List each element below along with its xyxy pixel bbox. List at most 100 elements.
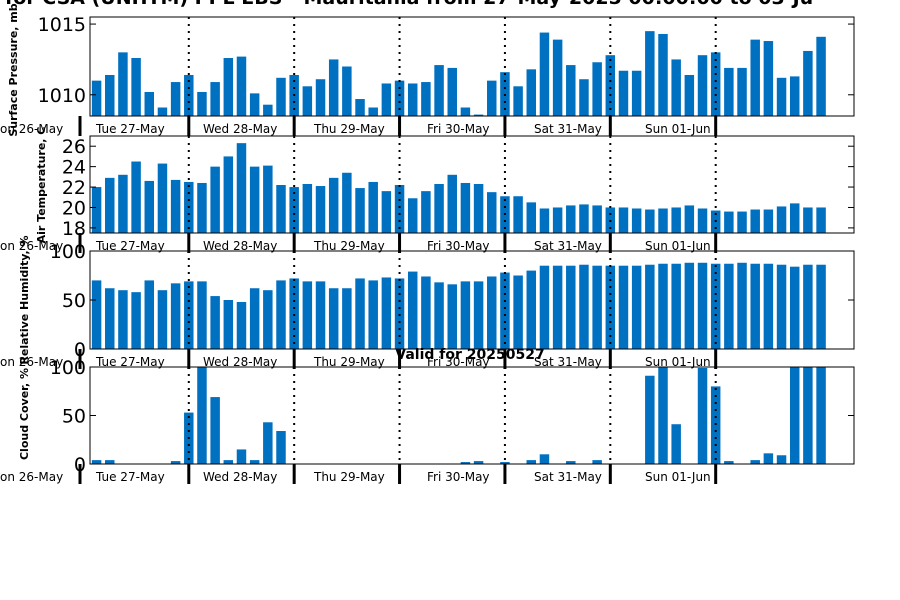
humidity-day-label: Fri 30-May — [427, 355, 490, 369]
cloud-bar — [803, 367, 813, 464]
temperature-day-label: Sun 01-Jun — [645, 239, 711, 253]
temperature-ytick-label: 24 — [62, 157, 86, 179]
humidity-bar — [724, 263, 734, 349]
pressure-day-label: Wed 28-May — [203, 122, 277, 136]
pressure-bar — [473, 114, 484, 116]
temperature-bar — [210, 166, 220, 233]
humidity-bar — [118, 290, 128, 349]
cloud-ytick-label: 50 — [62, 406, 86, 428]
air-temperature-ylabel: Air Temperature, C — [35, 127, 48, 244]
temperature-bar — [724, 211, 734, 233]
cloud-bar — [210, 397, 220, 464]
pressure-bar — [671, 59, 681, 116]
pressure-bar — [631, 70, 642, 116]
temperature-bar — [631, 208, 642, 233]
temperature-bar — [302, 183, 313, 233]
cloud-day-label: Thu 29-May — [313, 470, 385, 484]
humidity-bar — [500, 272, 510, 349]
humidity-bar — [263, 290, 273, 349]
humidity-bar — [513, 275, 523, 349]
temperature-bar — [539, 208, 550, 233]
pressure-bar — [763, 41, 774, 116]
temperature-bar — [342, 172, 352, 233]
humidity-bar — [289, 278, 299, 349]
cloud-day-label: Sat 31-May — [534, 470, 602, 484]
humidity-bar — [539, 265, 550, 349]
pressure-bar — [539, 32, 550, 117]
temperature-day-label: Tue 27-May — [95, 239, 165, 253]
humidity-day-label: Sat 31-May — [534, 355, 602, 369]
cloud-bar — [91, 460, 102, 464]
humidity-day-label: Wed 28-May — [203, 355, 277, 369]
humidity-bar — [328, 288, 339, 349]
cloud-bar — [776, 455, 787, 464]
humidity-ytick-label: 50 — [62, 290, 86, 312]
cloud-bar — [750, 460, 760, 464]
pressure-ytick-label: 1015 — [38, 14, 86, 36]
pressure-bar — [434, 65, 444, 116]
temperature-bar — [592, 205, 602, 233]
humidity-bar — [487, 276, 497, 349]
pressure-bar — [144, 91, 155, 116]
pressure-bar — [355, 99, 365, 116]
temperature-day-label: Fri 30-May — [427, 239, 490, 253]
temperature-bar — [91, 187, 102, 233]
humidity-bar — [223, 300, 234, 349]
temperature-bar — [763, 209, 774, 233]
humidity-bar — [592, 265, 602, 349]
relative-humidity-ylabel: Relative Humidity, % — [18, 235, 31, 364]
humidity-bar — [421, 276, 431, 349]
cloud-bar — [223, 460, 234, 464]
cloud-bar — [460, 462, 471, 464]
temperature-bar — [197, 182, 207, 233]
temperature-bar — [816, 207, 826, 233]
pressure-bar — [302, 86, 313, 116]
cloud-bar — [249, 460, 260, 464]
cloud-bar — [724, 461, 734, 464]
pressure-bar — [566, 65, 576, 116]
pressure-bar — [460, 107, 471, 116]
temperature-plot-frame — [89, 135, 855, 234]
humidity-bar — [144, 280, 155, 349]
temperature-bar — [263, 165, 273, 233]
cloud-day-label: on 26-May — [0, 470, 63, 484]
cloud-day-label: Wed 28-May — [203, 470, 277, 484]
temperature-bar — [249, 166, 260, 233]
pressure-bar — [552, 39, 563, 116]
humidity-bar — [579, 264, 589, 349]
pressure-day-label: Sun 01-Jun — [645, 122, 711, 136]
humidity-bar — [394, 278, 405, 349]
pressure-bar — [710, 52, 721, 116]
temperature-bar — [236, 143, 247, 233]
temperature-day-label: on 26-May — [0, 239, 63, 253]
surface-pressure-panel: Surface Pressure, mb 1010 1015 on 26-May Tu… — [0, 3, 855, 137]
cloud-bar — [710, 386, 721, 464]
humidity-bar — [750, 263, 760, 349]
surface-pressure-ylabel: Surface Pressure, mb — [7, 3, 20, 136]
pressure-bar — [131, 58, 141, 116]
pressure-bar — [223, 58, 234, 116]
cloud-bar — [566, 461, 576, 464]
temperature-bar — [328, 177, 339, 233]
humidity-bar — [658, 263, 668, 349]
humidity-bar — [157, 290, 168, 349]
pressure-bar — [789, 76, 800, 116]
temperature-ytick-label: 18 — [62, 218, 86, 240]
pressure-bar — [210, 82, 220, 116]
humidity-bar — [355, 278, 365, 349]
temperature-bar — [170, 179, 181, 233]
humidity-bar — [342, 288, 352, 349]
pressure-bar — [605, 55, 616, 116]
cloud-bar — [170, 461, 181, 464]
humidity-day-label: Sun 01-Jun — [645, 355, 711, 369]
cloud-bar — [671, 424, 681, 464]
cloud-bar — [263, 422, 273, 464]
temperature-bar — [579, 204, 589, 233]
pressure-bar — [592, 62, 602, 116]
humidity-bar — [381, 277, 392, 349]
temperature-bar — [144, 180, 155, 233]
humidity-bar — [552, 265, 563, 349]
cloud-bar — [539, 454, 550, 464]
